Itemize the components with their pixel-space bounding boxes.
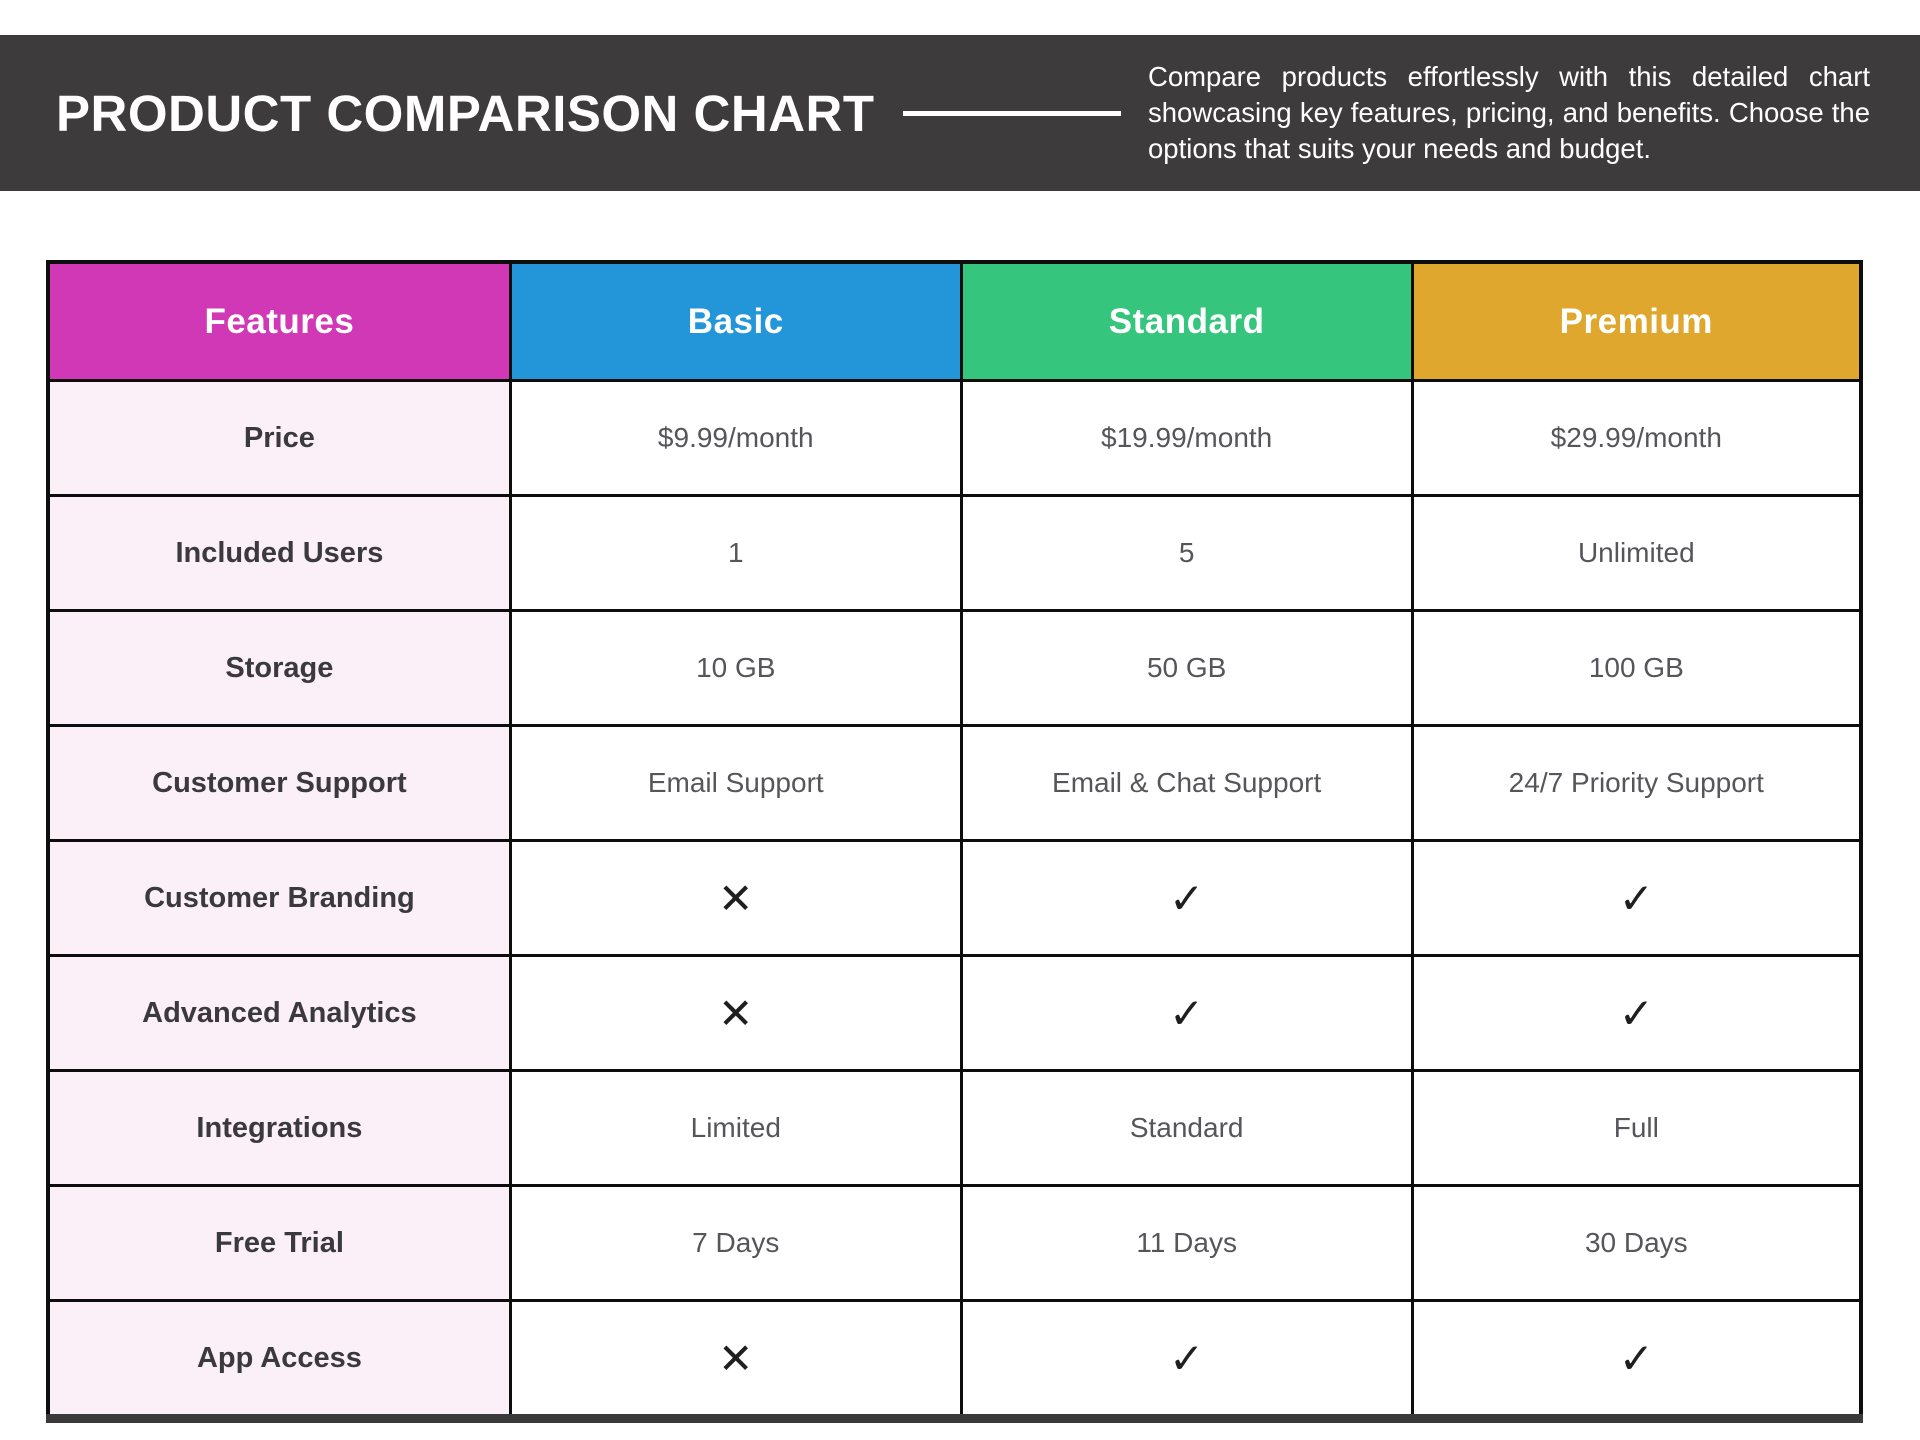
table-row-customer-support: Customer Support Email Support Email & C…	[46, 724, 1863, 842]
title-dash-divider	[902, 110, 1121, 116]
column-header-basic: Basic	[508, 260, 963, 382]
feature-label: Customer Support	[46, 724, 512, 842]
cell-basic-support: Email Support	[508, 724, 963, 842]
feature-label: Free Trial	[46, 1184, 512, 1302]
check-icon: ✓	[1410, 954, 1863, 1072]
table-row-free-trial: Free Trial 7 Days 11 Days 30 Days	[46, 1184, 1863, 1302]
cross-icon: ✕	[508, 954, 963, 1072]
cell-standard-storage: 50 GB	[959, 609, 1414, 727]
cell-standard-support: Email & Chat Support	[959, 724, 1414, 842]
table-header-row: Features Basic Standard Premium	[46, 260, 1863, 382]
feature-label: Included Users	[46, 494, 512, 612]
check-icon: ✓	[959, 839, 1414, 957]
table-row-price: Price $9.99/month $19.99/month $29.99/mo…	[46, 379, 1863, 497]
cell-basic-price: $9.99/month	[508, 379, 963, 497]
cell-premium-users: Unlimited	[1410, 494, 1863, 612]
check-icon: ✓	[1410, 1299, 1863, 1420]
column-header-features: Features	[46, 260, 512, 382]
table-row-included-users: Included Users 1 5 Unlimited	[46, 494, 1863, 612]
cross-icon: ✕	[508, 1299, 963, 1420]
header-description: Compare products effortlessly with this …	[1148, 61, 1870, 164]
cell-standard-users: 5	[959, 494, 1414, 612]
cell-standard-trial: 11 Days	[959, 1184, 1414, 1302]
table-row-storage: Storage 10 GB 50 GB 100 GB	[46, 609, 1863, 727]
cell-basic-integrations: Limited	[508, 1069, 963, 1187]
column-header-standard: Standard	[959, 260, 1414, 382]
header-banner: PRODUCT COMPARISON CHART Compare product…	[0, 35, 1920, 191]
cell-premium-integrations: Full	[1410, 1069, 1863, 1187]
feature-label: Price	[46, 379, 512, 497]
cell-premium-trial: 30 Days	[1410, 1184, 1863, 1302]
feature-label: Storage	[46, 609, 512, 727]
table-row-customer-branding: Customer Branding ✕ ✓ ✓	[46, 839, 1863, 957]
table-row-app-access: App Access ✕ ✓ ✓	[46, 1299, 1863, 1420]
feature-label: App Access	[46, 1299, 512, 1420]
table-row-integrations: Integrations Limited Standard Full	[46, 1069, 1863, 1187]
cell-premium-storage: 100 GB	[1410, 609, 1863, 727]
cross-icon: ✕	[508, 839, 963, 957]
table-row-advanced-analytics: Advanced Analytics ✕ ✓ ✓	[46, 954, 1863, 1072]
cell-basic-trial: 7 Days	[508, 1184, 963, 1302]
cell-premium-support: 24/7 Priority Support	[1410, 724, 1863, 842]
column-header-premium: Premium	[1410, 260, 1863, 382]
comparison-table: Features Basic Standard Premium Price $9…	[46, 260, 1863, 1423]
cell-standard-integrations: Standard	[959, 1069, 1414, 1187]
check-icon: ✓	[1410, 839, 1863, 957]
cell-premium-price: $29.99/month	[1410, 379, 1863, 497]
cell-basic-storage: 10 GB	[508, 609, 963, 727]
cell-standard-price: $19.99/month	[959, 379, 1414, 497]
feature-label: Customer Branding	[46, 839, 512, 957]
feature-label: Integrations	[46, 1069, 512, 1187]
cell-basic-users: 1	[508, 494, 963, 612]
check-icon: ✓	[959, 954, 1414, 1072]
page-title: PRODUCT COMPARISON CHART	[56, 84, 875, 142]
check-icon: ✓	[959, 1299, 1414, 1420]
feature-label: Advanced Analytics	[46, 954, 512, 1072]
